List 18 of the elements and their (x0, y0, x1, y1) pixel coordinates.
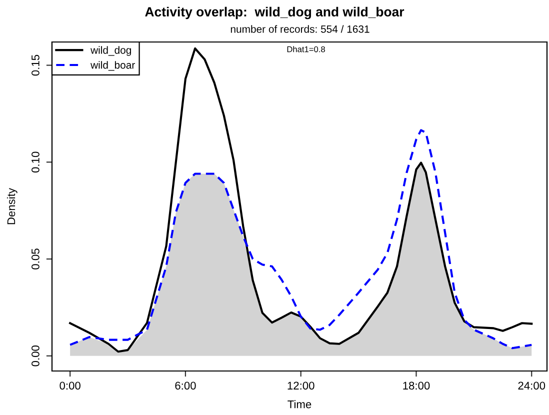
line-series (69, 47, 533, 353)
y-tick-label: 0.10 (32, 152, 40, 173)
x-axis-title: Time (288, 400, 312, 408)
chart-subtitle: number of records: 554 / 1631 (230, 25, 370, 33)
annotation: Dhat1=0.8 (287, 46, 325, 52)
legend-label: wild_boar (90, 61, 135, 71)
y-axis-title: Density (6, 188, 18, 224)
chart-title: Activity overlap: wild_dog and wild_boar (145, 6, 404, 20)
x-tick-label: 18:00 (403, 382, 430, 390)
y-tick-label: 0.00 (32, 346, 40, 366)
line-series (69, 129, 533, 350)
x-tick-label: 6:00 (175, 382, 196, 390)
x-tick-label: 24:00 (518, 382, 546, 390)
y-tick-label: 0.15 (32, 54, 40, 76)
x-tick-label: 0:00 (60, 382, 80, 390)
x-tick-label: 12:00 (288, 382, 314, 390)
y-tick-label: 0.05 (32, 248, 40, 270)
legend-label: wild_dog (90, 46, 131, 56)
